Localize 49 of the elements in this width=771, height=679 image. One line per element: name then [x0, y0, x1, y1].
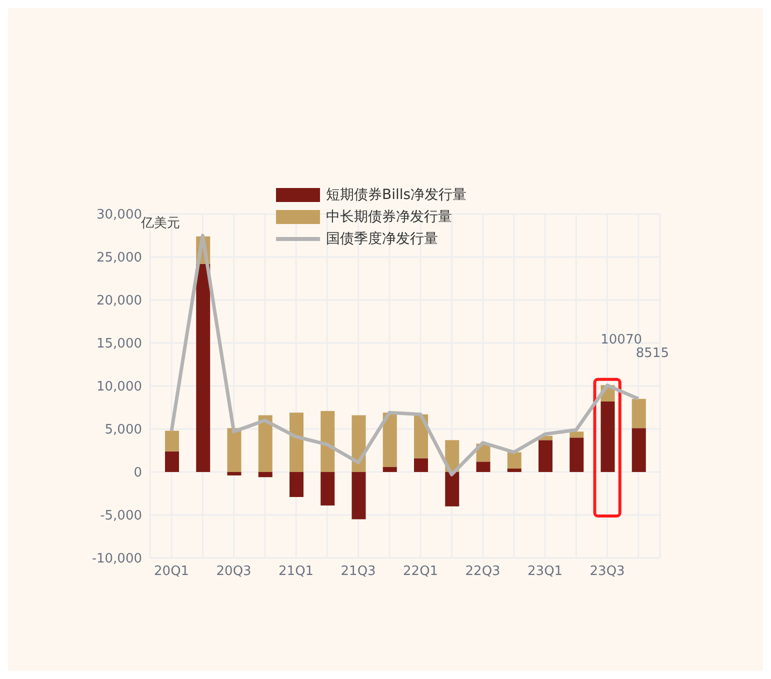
legend-label: 国债季度净发行量	[326, 230, 438, 248]
bar	[382, 412, 397, 467]
y-tick-label: 30,000	[96, 208, 142, 223]
bar	[414, 458, 428, 472]
bar	[507, 468, 522, 472]
x-tick-label: 20Q3	[216, 564, 252, 580]
x-tick-label: 21Q1	[278, 564, 314, 580]
bar	[445, 472, 460, 506]
bar	[290, 472, 304, 497]
bar	[320, 410, 335, 472]
bar	[352, 415, 366, 472]
bar	[227, 472, 242, 476]
annotation: 亿美元	[141, 216, 180, 232]
bar	[320, 472, 335, 506]
bar	[196, 264, 210, 472]
y-tick-label: 0	[134, 466, 142, 481]
bar	[600, 401, 615, 472]
bar	[258, 472, 272, 478]
y-tick-label: 15,000	[96, 336, 142, 352]
x-tick-label: 20Q1	[154, 564, 190, 580]
y-tick-label: 25,000	[96, 250, 142, 266]
y-tick-label: -10,000	[92, 552, 142, 567]
bar	[258, 415, 272, 472]
x-tick-label: 21Q3	[340, 564, 376, 580]
legend-label: 中长期债券净发行量	[326, 208, 452, 226]
data-label: 8515	[636, 346, 669, 361]
legend-label: 短期债券Bills净发行量	[326, 186, 467, 204]
x-tick-label: 22Q3	[465, 564, 500, 580]
data-label: 10070	[600, 332, 642, 348]
x-tick-label: 23Q1	[528, 564, 563, 580]
bar	[632, 398, 646, 428]
x-tick-label: 23Q3	[590, 564, 625, 580]
y-tick-label: -5,000	[100, 508, 142, 524]
bar	[290, 412, 304, 472]
x-tick-label: 22Q1	[403, 564, 438, 580]
bar	[382, 466, 397, 472]
bar	[507, 452, 522, 469]
bar	[352, 472, 366, 520]
y-tick-label: 5,000	[104, 422, 142, 438]
bar	[632, 428, 646, 472]
bar	[165, 430, 179, 452]
bar	[227, 428, 242, 472]
y-tick-label: 20,000	[96, 294, 142, 309]
y-tick-label: 10,000	[96, 380, 142, 395]
bar	[538, 440, 552, 472]
bar	[476, 462, 490, 472]
bar	[570, 438, 584, 472]
bar	[570, 432, 584, 438]
bar	[165, 451, 179, 472]
